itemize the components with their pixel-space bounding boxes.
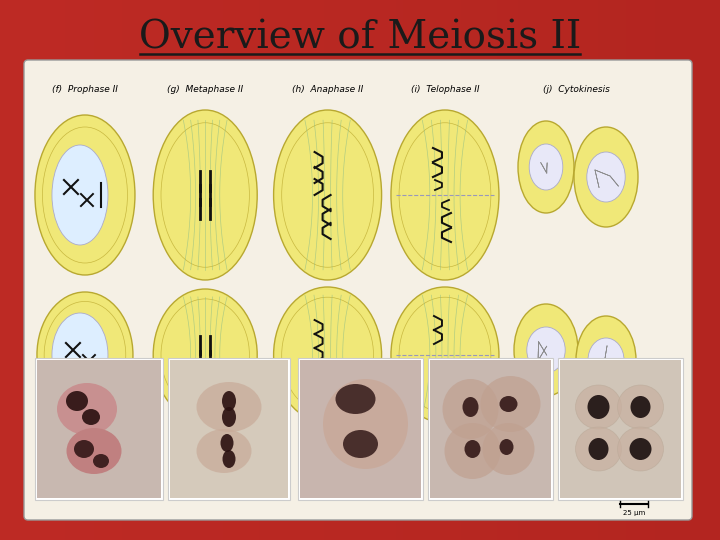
- Ellipse shape: [274, 110, 382, 280]
- Bar: [37, 360, 161, 498]
- Bar: [430, 360, 551, 498]
- Ellipse shape: [576, 316, 636, 404]
- Ellipse shape: [37, 292, 133, 418]
- Ellipse shape: [518, 121, 574, 213]
- Ellipse shape: [618, 385, 664, 429]
- Ellipse shape: [575, 427, 621, 471]
- Ellipse shape: [222, 450, 235, 468]
- Ellipse shape: [588, 395, 610, 419]
- Text: (f)  Prophase II: (f) Prophase II: [52, 85, 118, 94]
- Text: (j)  Cytokinesis: (j) Cytokinesis: [543, 85, 609, 94]
- Ellipse shape: [222, 407, 236, 427]
- Ellipse shape: [66, 428, 122, 474]
- Ellipse shape: [618, 427, 664, 471]
- Ellipse shape: [52, 145, 108, 245]
- Ellipse shape: [462, 397, 479, 417]
- Ellipse shape: [82, 409, 100, 425]
- Bar: [170, 360, 288, 498]
- Ellipse shape: [529, 144, 563, 190]
- Ellipse shape: [197, 382, 261, 432]
- Text: (i)  Telophase II: (i) Telophase II: [410, 85, 480, 94]
- Ellipse shape: [500, 396, 518, 412]
- Ellipse shape: [464, 440, 480, 458]
- Bar: [558, 358, 683, 500]
- Ellipse shape: [587, 152, 625, 202]
- Ellipse shape: [444, 423, 500, 479]
- Bar: [560, 360, 681, 498]
- Ellipse shape: [222, 391, 236, 411]
- Ellipse shape: [574, 127, 638, 227]
- Ellipse shape: [500, 439, 513, 455]
- Text: (h)  Anaphase II: (h) Anaphase II: [292, 85, 363, 94]
- Text: (g)  Metaphase II: (g) Metaphase II: [167, 85, 243, 94]
- Ellipse shape: [575, 385, 621, 429]
- Ellipse shape: [588, 438, 608, 460]
- Ellipse shape: [514, 304, 578, 396]
- Ellipse shape: [66, 391, 88, 411]
- Ellipse shape: [482, 423, 534, 475]
- Bar: [35, 358, 163, 500]
- Bar: [168, 358, 290, 500]
- Ellipse shape: [480, 376, 541, 432]
- Ellipse shape: [391, 287, 499, 423]
- Ellipse shape: [323, 379, 408, 469]
- Ellipse shape: [343, 430, 378, 458]
- Ellipse shape: [336, 384, 376, 414]
- Bar: [428, 358, 553, 500]
- Bar: [298, 358, 423, 500]
- Ellipse shape: [588, 338, 624, 382]
- Ellipse shape: [93, 454, 109, 468]
- Ellipse shape: [57, 383, 117, 435]
- Ellipse shape: [391, 110, 499, 280]
- Ellipse shape: [153, 289, 257, 421]
- Text: Overview of Meiosis II: Overview of Meiosis II: [139, 19, 581, 57]
- Ellipse shape: [74, 440, 94, 458]
- Ellipse shape: [197, 429, 251, 473]
- Ellipse shape: [153, 110, 257, 280]
- FancyBboxPatch shape: [24, 60, 692, 520]
- Bar: [300, 360, 421, 498]
- Ellipse shape: [443, 379, 498, 439]
- Ellipse shape: [220, 434, 233, 452]
- Ellipse shape: [52, 313, 108, 397]
- Ellipse shape: [631, 396, 650, 418]
- Ellipse shape: [629, 438, 652, 460]
- Ellipse shape: [35, 115, 135, 275]
- Text: 25 μm: 25 μm: [623, 510, 645, 516]
- Ellipse shape: [527, 327, 565, 373]
- Ellipse shape: [274, 287, 382, 423]
